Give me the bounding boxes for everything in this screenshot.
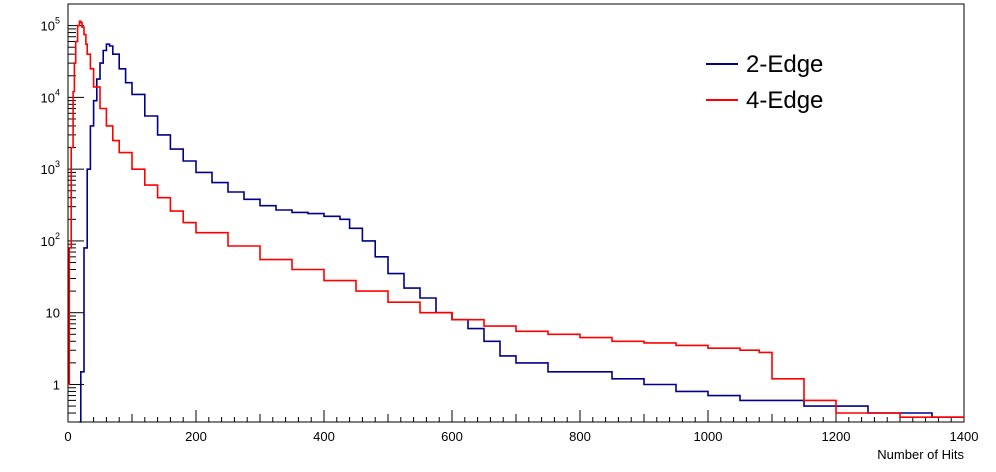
y-tick-label: 105 (41, 16, 60, 34)
y-tick-label: 102 (41, 231, 60, 249)
x-tick-label: 1000 (694, 429, 723, 444)
x-tick-label: 400 (313, 429, 335, 444)
legend-label: 2-Edge (746, 51, 823, 78)
y-tick-label: 103 (41, 159, 60, 177)
x-axis-title: Number of Hits (877, 447, 964, 462)
legend: 2-Edge 4-Edge (706, 51, 823, 114)
y-tick-label: 104 (41, 87, 60, 105)
x-tick-label: 1200 (822, 429, 851, 444)
series-2-edge-line (79, 43, 964, 423)
legend-label: 4-Edge (746, 87, 823, 114)
x-tick-label: 200 (185, 429, 207, 444)
x-tick-label: 600 (441, 429, 463, 444)
x-tick-label: 0 (64, 429, 71, 444)
y-axis-ticks: 1 10 102 103 104 105 (41, 3, 84, 423)
x-axis-ticks: 0 200 400 600 800 1000 1200 1400 (64, 410, 978, 444)
series-layer (68, 20, 964, 423)
x-tick-label: 800 (569, 429, 591, 444)
x-tick-label: 1400 (950, 429, 979, 444)
y-tick-label: 10 (46, 306, 60, 321)
series-4-edge-line (68, 20, 964, 418)
y-tick-label: 1 (53, 377, 60, 392)
